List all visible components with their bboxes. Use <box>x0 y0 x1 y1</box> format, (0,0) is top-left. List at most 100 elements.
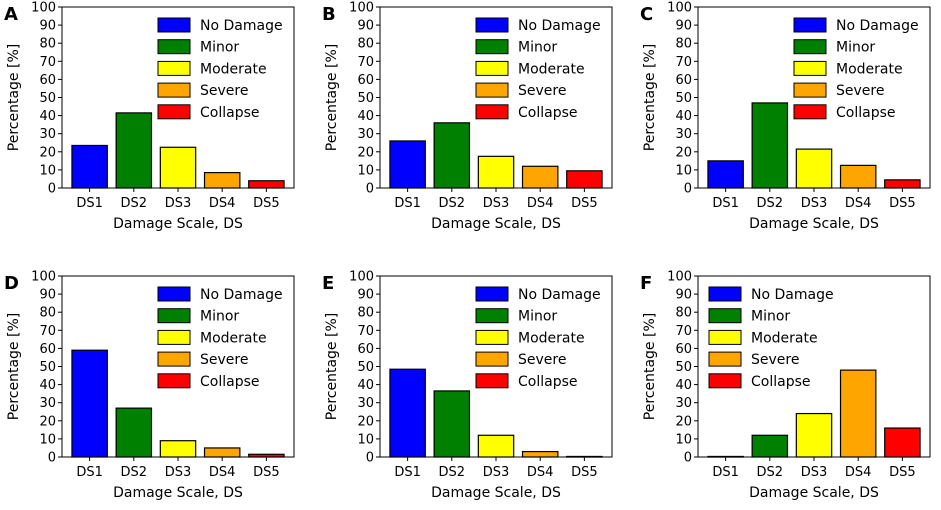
legend-label: Collapse <box>200 374 260 390</box>
legend-swatch <box>157 104 191 120</box>
legend-swatch <box>475 60 509 76</box>
y-tick-label: 60 <box>675 73 692 88</box>
panel-letter: C <box>640 4 653 25</box>
y-tick-label: 90 <box>39 19 56 34</box>
plot-frame <box>61 275 295 458</box>
x-tick-label: DS2 <box>439 465 466 480</box>
y-tick-label: 10 <box>675 163 692 178</box>
x-tick-label: DS3 <box>483 465 510 480</box>
legend-label: Collapse <box>836 105 896 121</box>
bar-ds5 <box>884 427 921 458</box>
y-tick-label: 20 <box>39 145 56 160</box>
legend-label: No Damage <box>518 287 601 303</box>
y-tick-label: 90 <box>357 19 374 34</box>
bar-ds3 <box>159 146 197 189</box>
y-tick-label: 10 <box>357 163 374 178</box>
legend-label: No Damage <box>836 18 919 34</box>
legend-swatch <box>475 104 509 120</box>
bar-ds5 <box>884 179 921 189</box>
legend-swatch <box>708 373 742 389</box>
legend-label: No Damage <box>200 18 283 34</box>
y-tick-label: 40 <box>357 109 374 124</box>
bar-ds1 <box>389 368 426 458</box>
legend-label: Collapse <box>518 105 578 121</box>
legend-swatch <box>157 60 191 76</box>
plot-frame <box>61 6 295 189</box>
legend-swatch <box>157 329 191 345</box>
x-axis-label: Damage Scale, DS <box>113 485 243 501</box>
y-tick-label: 90 <box>675 288 692 303</box>
bar-ds3 <box>477 434 515 458</box>
x-tick-label: DS5 <box>253 465 280 480</box>
legend-swatch <box>793 60 827 76</box>
legend-label: Moderate <box>518 61 585 77</box>
y-tick-label: 100 <box>349 270 374 285</box>
y-tick-label: 100 <box>31 1 56 16</box>
x-axis-label: Damage Scale, DS <box>431 485 561 501</box>
legend-label: Minor <box>751 309 790 325</box>
legend-swatch <box>475 286 509 302</box>
x-tick-label: DS1 <box>712 465 739 480</box>
bar-ds3 <box>477 155 515 189</box>
y-tick-label: 30 <box>39 396 56 411</box>
legend-label: Collapse <box>518 374 578 390</box>
y-tick-label: 50 <box>675 360 692 375</box>
y-tick-label: 40 <box>675 378 692 393</box>
legend-swatch <box>475 39 509 55</box>
y-tick-label: 30 <box>357 396 374 411</box>
legend-label: Severe <box>836 83 884 99</box>
x-tick-label: DS4 <box>845 465 872 480</box>
x-tick-label: DS1 <box>76 465 103 480</box>
legend-swatch <box>793 39 827 55</box>
y-tick-label: 70 <box>39 55 56 70</box>
y-axis-label: Percentage [%] <box>324 313 340 420</box>
legend-swatch <box>157 17 191 33</box>
bar-ds2 <box>751 102 789 189</box>
bar-ds2 <box>433 390 471 458</box>
y-axis-label: Percentage [%] <box>324 44 340 151</box>
bar-ds2 <box>115 112 153 189</box>
panel-letter: B <box>322 4 336 25</box>
legend-swatch <box>708 286 742 302</box>
y-tick-label: 60 <box>357 342 374 357</box>
y-tick-label: 20 <box>357 145 374 160</box>
y-tick-label: 70 <box>357 55 374 70</box>
bar-ds1 <box>707 160 744 189</box>
bar-ds1 <box>71 349 108 458</box>
x-tick-label: DS3 <box>165 465 192 480</box>
y-axis-label: Percentage [%] <box>6 44 22 151</box>
legend-label: No Damage <box>200 287 283 303</box>
legend-label: Severe <box>518 83 566 99</box>
y-tick-label: 10 <box>675 432 692 447</box>
chart-panel-b: B 0 10 20 30 40 50 60 70 80 90 100 Percentage [%] DS1… <box>322 1 613 232</box>
plot-frame <box>379 6 613 189</box>
y-tick-label: 50 <box>357 91 374 106</box>
y-tick-label: 80 <box>39 37 56 52</box>
x-tick-label: DS4 <box>209 465 236 480</box>
legend-label: No Damage <box>518 18 601 34</box>
y-tick-label: 20 <box>675 145 692 160</box>
legend-swatch <box>708 351 742 367</box>
y-tick-label: 100 <box>349 1 374 16</box>
y-tick-label: 0 <box>684 182 692 197</box>
legend-label: Severe <box>751 352 799 368</box>
y-tick-label: 80 <box>675 306 692 321</box>
x-tick-label: DS2 <box>757 465 784 480</box>
y-tick-label: 0 <box>48 182 56 197</box>
panel-letter: E <box>322 273 334 294</box>
y-tick-label: 80 <box>675 37 692 52</box>
y-tick-label: 50 <box>357 360 374 375</box>
x-tick-label: DS3 <box>483 196 510 211</box>
legend-label: Minor <box>518 40 557 56</box>
x-tick-label: DS2 <box>121 465 148 480</box>
legend-label: Moderate <box>836 61 903 77</box>
legend-swatch <box>708 329 742 345</box>
y-tick-label: 0 <box>48 451 56 466</box>
y-tick-label: 10 <box>39 163 56 178</box>
y-tick-label: 100 <box>667 270 692 285</box>
y-tick-label: 40 <box>39 378 56 393</box>
bar-ds4 <box>203 172 241 189</box>
panel-letter: D <box>4 273 19 294</box>
legend-swatch <box>475 373 509 389</box>
chart-panel-c: C 0 10 20 30 40 50 60 70 80 90 100 Percentage [%] DS1… <box>640 1 931 232</box>
